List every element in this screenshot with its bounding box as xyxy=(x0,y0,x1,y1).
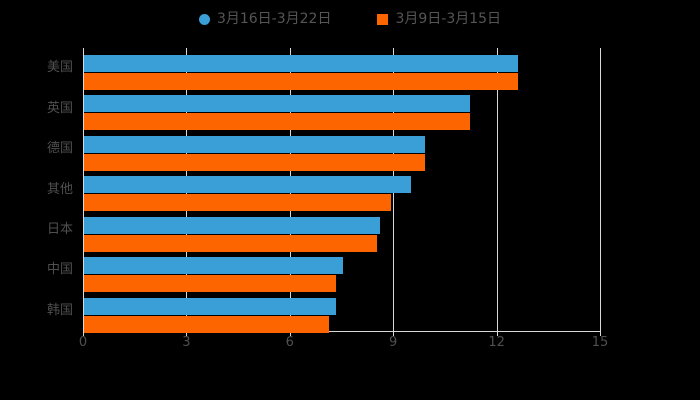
x-tick-label: 15 xyxy=(591,335,609,350)
y-category-label: 德国 xyxy=(46,141,73,157)
plot-area xyxy=(83,48,601,336)
tick-mark xyxy=(83,331,84,336)
bar-orange[interactable] xyxy=(84,194,391,212)
bar-orange[interactable] xyxy=(84,315,329,333)
x-axis-line xyxy=(83,331,601,332)
y-category-label: 中国 xyxy=(46,262,73,278)
tick-mark xyxy=(600,331,601,336)
bar-blue[interactable] xyxy=(84,55,519,72)
y-category-label: 其他 xyxy=(46,181,73,197)
bar-row xyxy=(84,169,601,212)
x-tick-label: 12 xyxy=(488,335,505,350)
bar-blue[interactable] xyxy=(84,135,426,153)
x-tick-label: 3 xyxy=(182,335,191,350)
bar-orange[interactable] xyxy=(84,153,426,171)
bar-blue[interactable] xyxy=(84,216,381,234)
bar-row xyxy=(84,129,601,171)
bar-row xyxy=(84,88,601,131)
y-category-label: 韩国 xyxy=(46,302,73,318)
bar-row xyxy=(84,291,601,333)
legend-item-0[interactable]: 3月16日-3月22日 xyxy=(198,11,332,27)
legend-item-1[interactable]: 3月9日-3月15日 xyxy=(377,12,501,26)
bar-orange[interactable] xyxy=(84,275,336,293)
bar-orange[interactable] xyxy=(84,234,377,252)
bar-blue[interactable] xyxy=(84,297,336,315)
bar-blue[interactable] xyxy=(84,95,471,113)
bar-row xyxy=(84,210,601,252)
y-category-label: 英国 xyxy=(46,100,73,116)
y-category-label: 日本 xyxy=(46,221,73,237)
x-tick-label: 6 xyxy=(285,335,294,350)
chart-legend: 3月16日-3月22日 3月9日-3月15日 xyxy=(0,8,700,30)
circle-marker-icon xyxy=(198,13,210,25)
square-marker-icon xyxy=(377,13,389,25)
bar-orange[interactable] xyxy=(84,113,471,131)
bar-row xyxy=(84,250,601,293)
bar-row xyxy=(84,48,601,90)
legend-item-label: 3月9日-3月15日 xyxy=(395,11,502,27)
tick-mark xyxy=(289,331,291,336)
x-tick-label: 9 xyxy=(389,335,398,350)
y-axis-line xyxy=(83,48,84,331)
legend-item-label: 3月16日-3月22日 xyxy=(216,11,332,27)
bar-blue[interactable] xyxy=(84,176,412,194)
tick-mark xyxy=(393,331,395,336)
bar-orange[interactable] xyxy=(84,73,519,90)
tick-mark xyxy=(186,331,188,336)
tick-mark xyxy=(496,331,498,336)
x-tick-label: 0 xyxy=(78,335,88,350)
y-category-label: 美国 xyxy=(46,60,73,76)
gridline xyxy=(600,48,601,331)
gridline xyxy=(496,48,498,331)
bar-blue[interactable] xyxy=(84,257,343,275)
